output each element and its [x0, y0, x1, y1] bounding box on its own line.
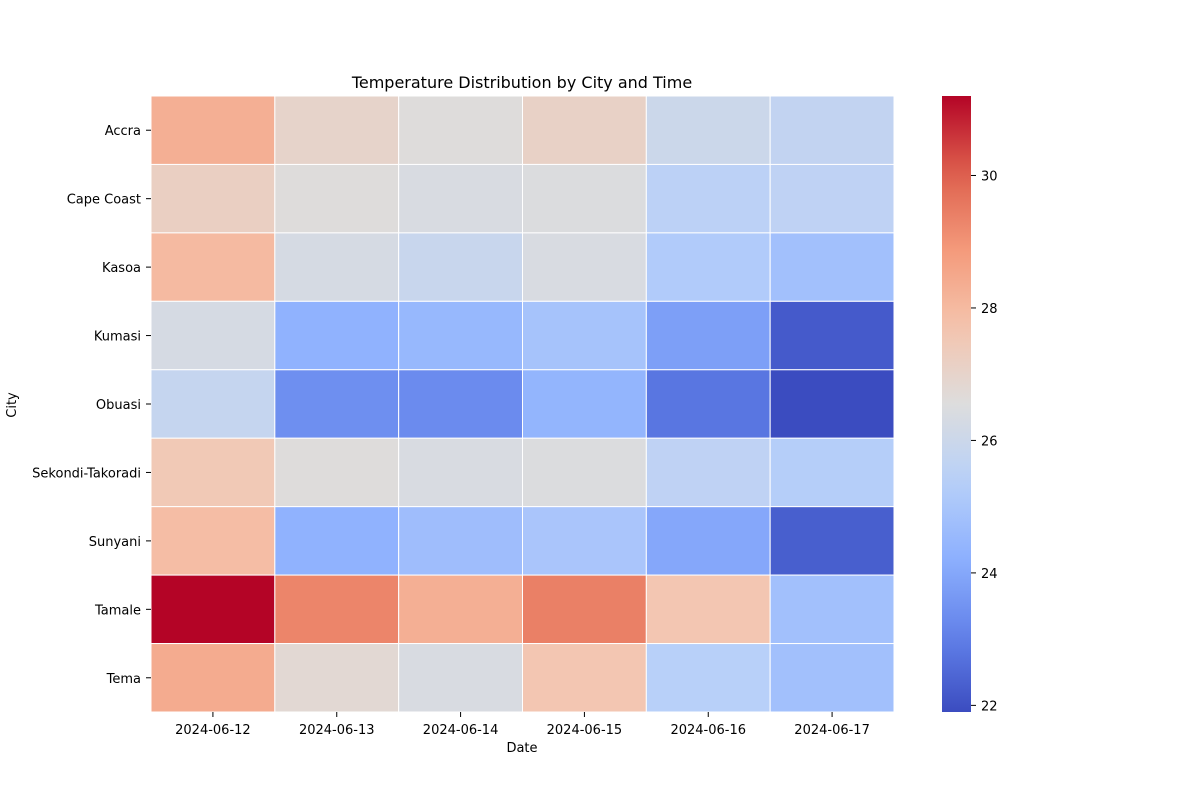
heatmap-cell	[645, 437, 771, 508]
heatmap-cell	[398, 369, 523, 439]
heatmap-cell	[769, 643, 895, 713]
y-axis-ticks: Accra Cape Coast Kasoa Kumasi Obuasi Sekondi-…	[32, 124, 151, 687]
heatmap-cell	[522, 437, 647, 508]
x-tick-label: 2024-06-13	[299, 723, 375, 738]
heatmap-cell	[645, 232, 771, 302]
y-tick-label: Kasoa	[102, 261, 141, 276]
heatmap-cell	[769, 300, 895, 371]
heatmap-cell	[150, 95, 276, 165]
heatmap-cell	[150, 300, 276, 371]
heatmap-cell	[769, 95, 895, 165]
heatmap-cell	[522, 163, 647, 234]
x-tick-label: 2024-06-14	[423, 723, 499, 738]
heatmap-cell	[150, 643, 276, 713]
heatmap-cell	[150, 369, 276, 439]
heatmap-cell	[645, 300, 771, 371]
colorbar-tick-label: 28	[981, 302, 998, 317]
heatmap-cell	[150, 437, 276, 508]
y-tick-label: Kumasi	[94, 330, 141, 345]
heatmap-cells	[150, 95, 895, 713]
y-tick-label: Cape Coast	[67, 193, 141, 208]
x-tick-label: 2024-06-16	[670, 723, 746, 738]
heatmap-cell	[398, 95, 523, 165]
heatmap-cell	[645, 163, 771, 234]
heatmap-cell	[522, 95, 647, 165]
y-axis-label: City	[5, 392, 20, 418]
heatmap-cell	[274, 369, 400, 439]
heatmap-cell	[522, 506, 647, 576]
heatmap-cell	[274, 95, 400, 165]
heatmap-cell	[645, 643, 771, 713]
x-tick-label: 2024-06-17	[794, 723, 870, 738]
colorbar-tick-label: 30	[981, 169, 998, 184]
colorbar-tick-label: 26	[981, 434, 998, 449]
y-tick-label: Tema	[106, 672, 141, 687]
heatmap-cell	[769, 437, 895, 508]
heatmap-cell	[150, 163, 276, 234]
colorbar-tick-label: 24	[981, 567, 998, 582]
heatmap-cell	[769, 369, 895, 439]
heatmap-cell	[398, 506, 523, 576]
heatmap-cell	[274, 574, 400, 645]
heatmap-cell	[769, 506, 895, 576]
x-axis-ticks: 2024-06-12 2024-06-13 2024-06-14 2024-06-15…	[175, 712, 870, 738]
x-tick-label: 2024-06-15	[547, 723, 623, 738]
heatmap-cell	[398, 643, 523, 713]
heatmap-cell	[274, 232, 400, 302]
heatmap-cell	[398, 232, 523, 302]
heatmap-cell	[645, 506, 771, 576]
y-tick-label: Tamale	[94, 603, 141, 618]
colorbar-tick-label: 22	[981, 699, 998, 714]
y-tick-label: Accra	[105, 124, 141, 139]
chart-title: Temperature Distribution by City and Tim…	[351, 73, 692, 92]
heatmap-cell	[398, 300, 523, 371]
heatmap-cell	[522, 643, 647, 713]
y-tick-label: Obuasi	[96, 398, 141, 413]
colorbar-ticks: 22 24 26 28 30	[971, 169, 998, 714]
heatmap-cell	[522, 369, 647, 439]
colorbar	[942, 96, 971, 712]
heatmap-cell	[522, 232, 647, 302]
heatmap-cell	[150, 232, 276, 302]
y-tick-label: Sunyani	[89, 535, 141, 550]
heatmap-cell	[522, 574, 647, 645]
y-tick-label: Sekondi-Takoradi	[32, 466, 141, 481]
heatmap-cell	[522, 300, 647, 371]
heatmap-cell	[274, 506, 400, 576]
x-axis-label: Date	[506, 741, 537, 756]
heatmap-cell	[274, 163, 400, 234]
heatmap-cell	[150, 506, 276, 576]
heatmap-cell	[274, 300, 400, 371]
heatmap-cell	[769, 232, 895, 302]
heatmap-cell	[645, 95, 771, 165]
heatmap-cell	[769, 574, 895, 645]
heatmap-cell	[645, 369, 771, 439]
heatmap-cell	[398, 574, 523, 645]
x-tick-label: 2024-06-12	[175, 723, 251, 738]
heatmap-cell	[398, 437, 523, 508]
heatmap-cell	[769, 163, 895, 234]
heatmap-cell	[274, 643, 400, 713]
heatmap-cell	[274, 437, 400, 508]
heatmap-cell	[398, 163, 523, 234]
heatmap-cell	[150, 574, 276, 645]
heatmap-cell	[645, 574, 771, 645]
